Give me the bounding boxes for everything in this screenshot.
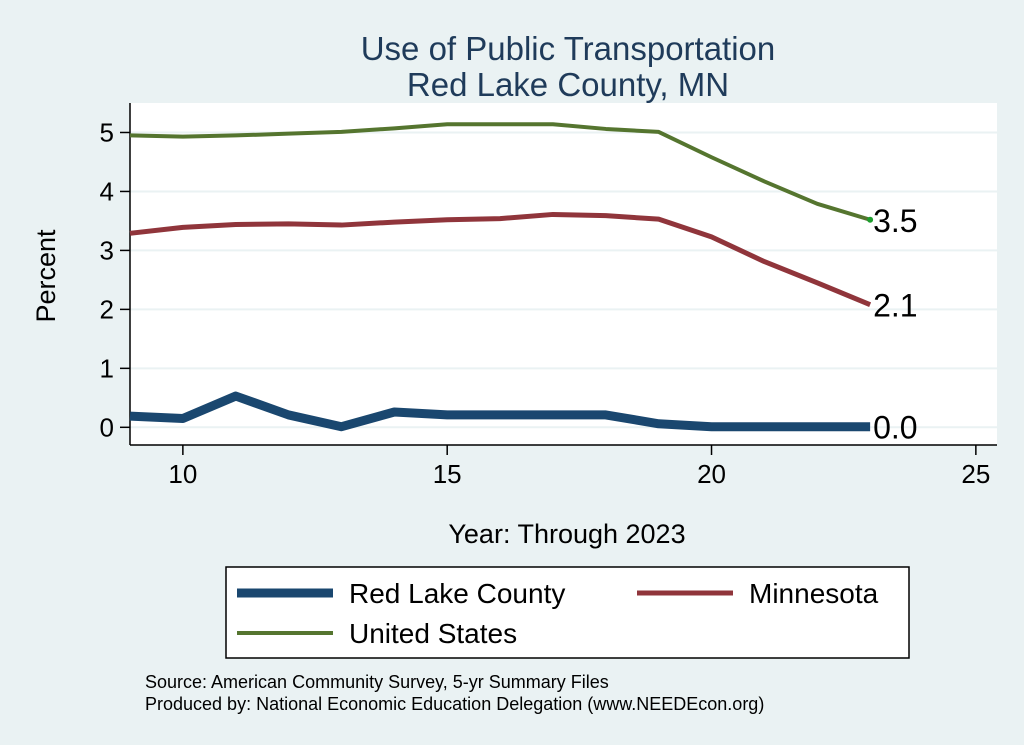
series-group [129, 122, 874, 432]
y-tick-label: 3 [100, 235, 114, 265]
y-axis-ticks: 0 1 2 3 4 5 [100, 117, 130, 442]
plot-area [130, 103, 997, 445]
end-labels: 0.0 2.1 3.5 [873, 203, 917, 446]
legend-label-united-states: United States [349, 618, 517, 649]
y-tick-label: 2 [100, 294, 114, 324]
y-tick-label: 4 [100, 176, 114, 206]
source-note: Source: American Community Survey, 5-yr … [145, 672, 609, 692]
x-tick-label: 20 [697, 459, 726, 489]
chart-subtitle: Red Lake County, MN [407, 66, 729, 103]
x-tick-label: 15 [433, 459, 462, 489]
end-point-marker [867, 216, 874, 223]
x-axis-ticks: 10 15 20 25 [168, 445, 990, 489]
y-tick-label: 5 [100, 117, 114, 147]
end-label-minnesota: 2.1 [873, 288, 917, 324]
series-line-minnesota [129, 211, 872, 307]
y-axis-label: Percent [31, 229, 61, 323]
end-label-united-states: 3.5 [873, 203, 917, 239]
legend-label-red-lake-county: Red Lake County [349, 578, 565, 609]
legend-label-minnesota: Minnesota [749, 578, 879, 609]
legend-box [225, 566, 910, 659]
x-axis-label: Year: Through 2023 [448, 519, 685, 549]
produced-by-note: Produced by: National Economic Education… [145, 694, 764, 714]
series-line-red-lake-county [129, 391, 871, 432]
series-line-united-states [129, 122, 871, 222]
y-tick-label: 1 [100, 353, 114, 383]
y-tick-label: 0 [100, 412, 114, 442]
end-label-red-lake-county: 0.0 [873, 410, 917, 446]
legend: Red Lake County Minnesota United States [237, 578, 879, 649]
x-tick-label: 10 [168, 459, 197, 489]
chart-title: Use of Public Transportation [361, 30, 776, 67]
x-tick-label: 25 [961, 459, 990, 489]
